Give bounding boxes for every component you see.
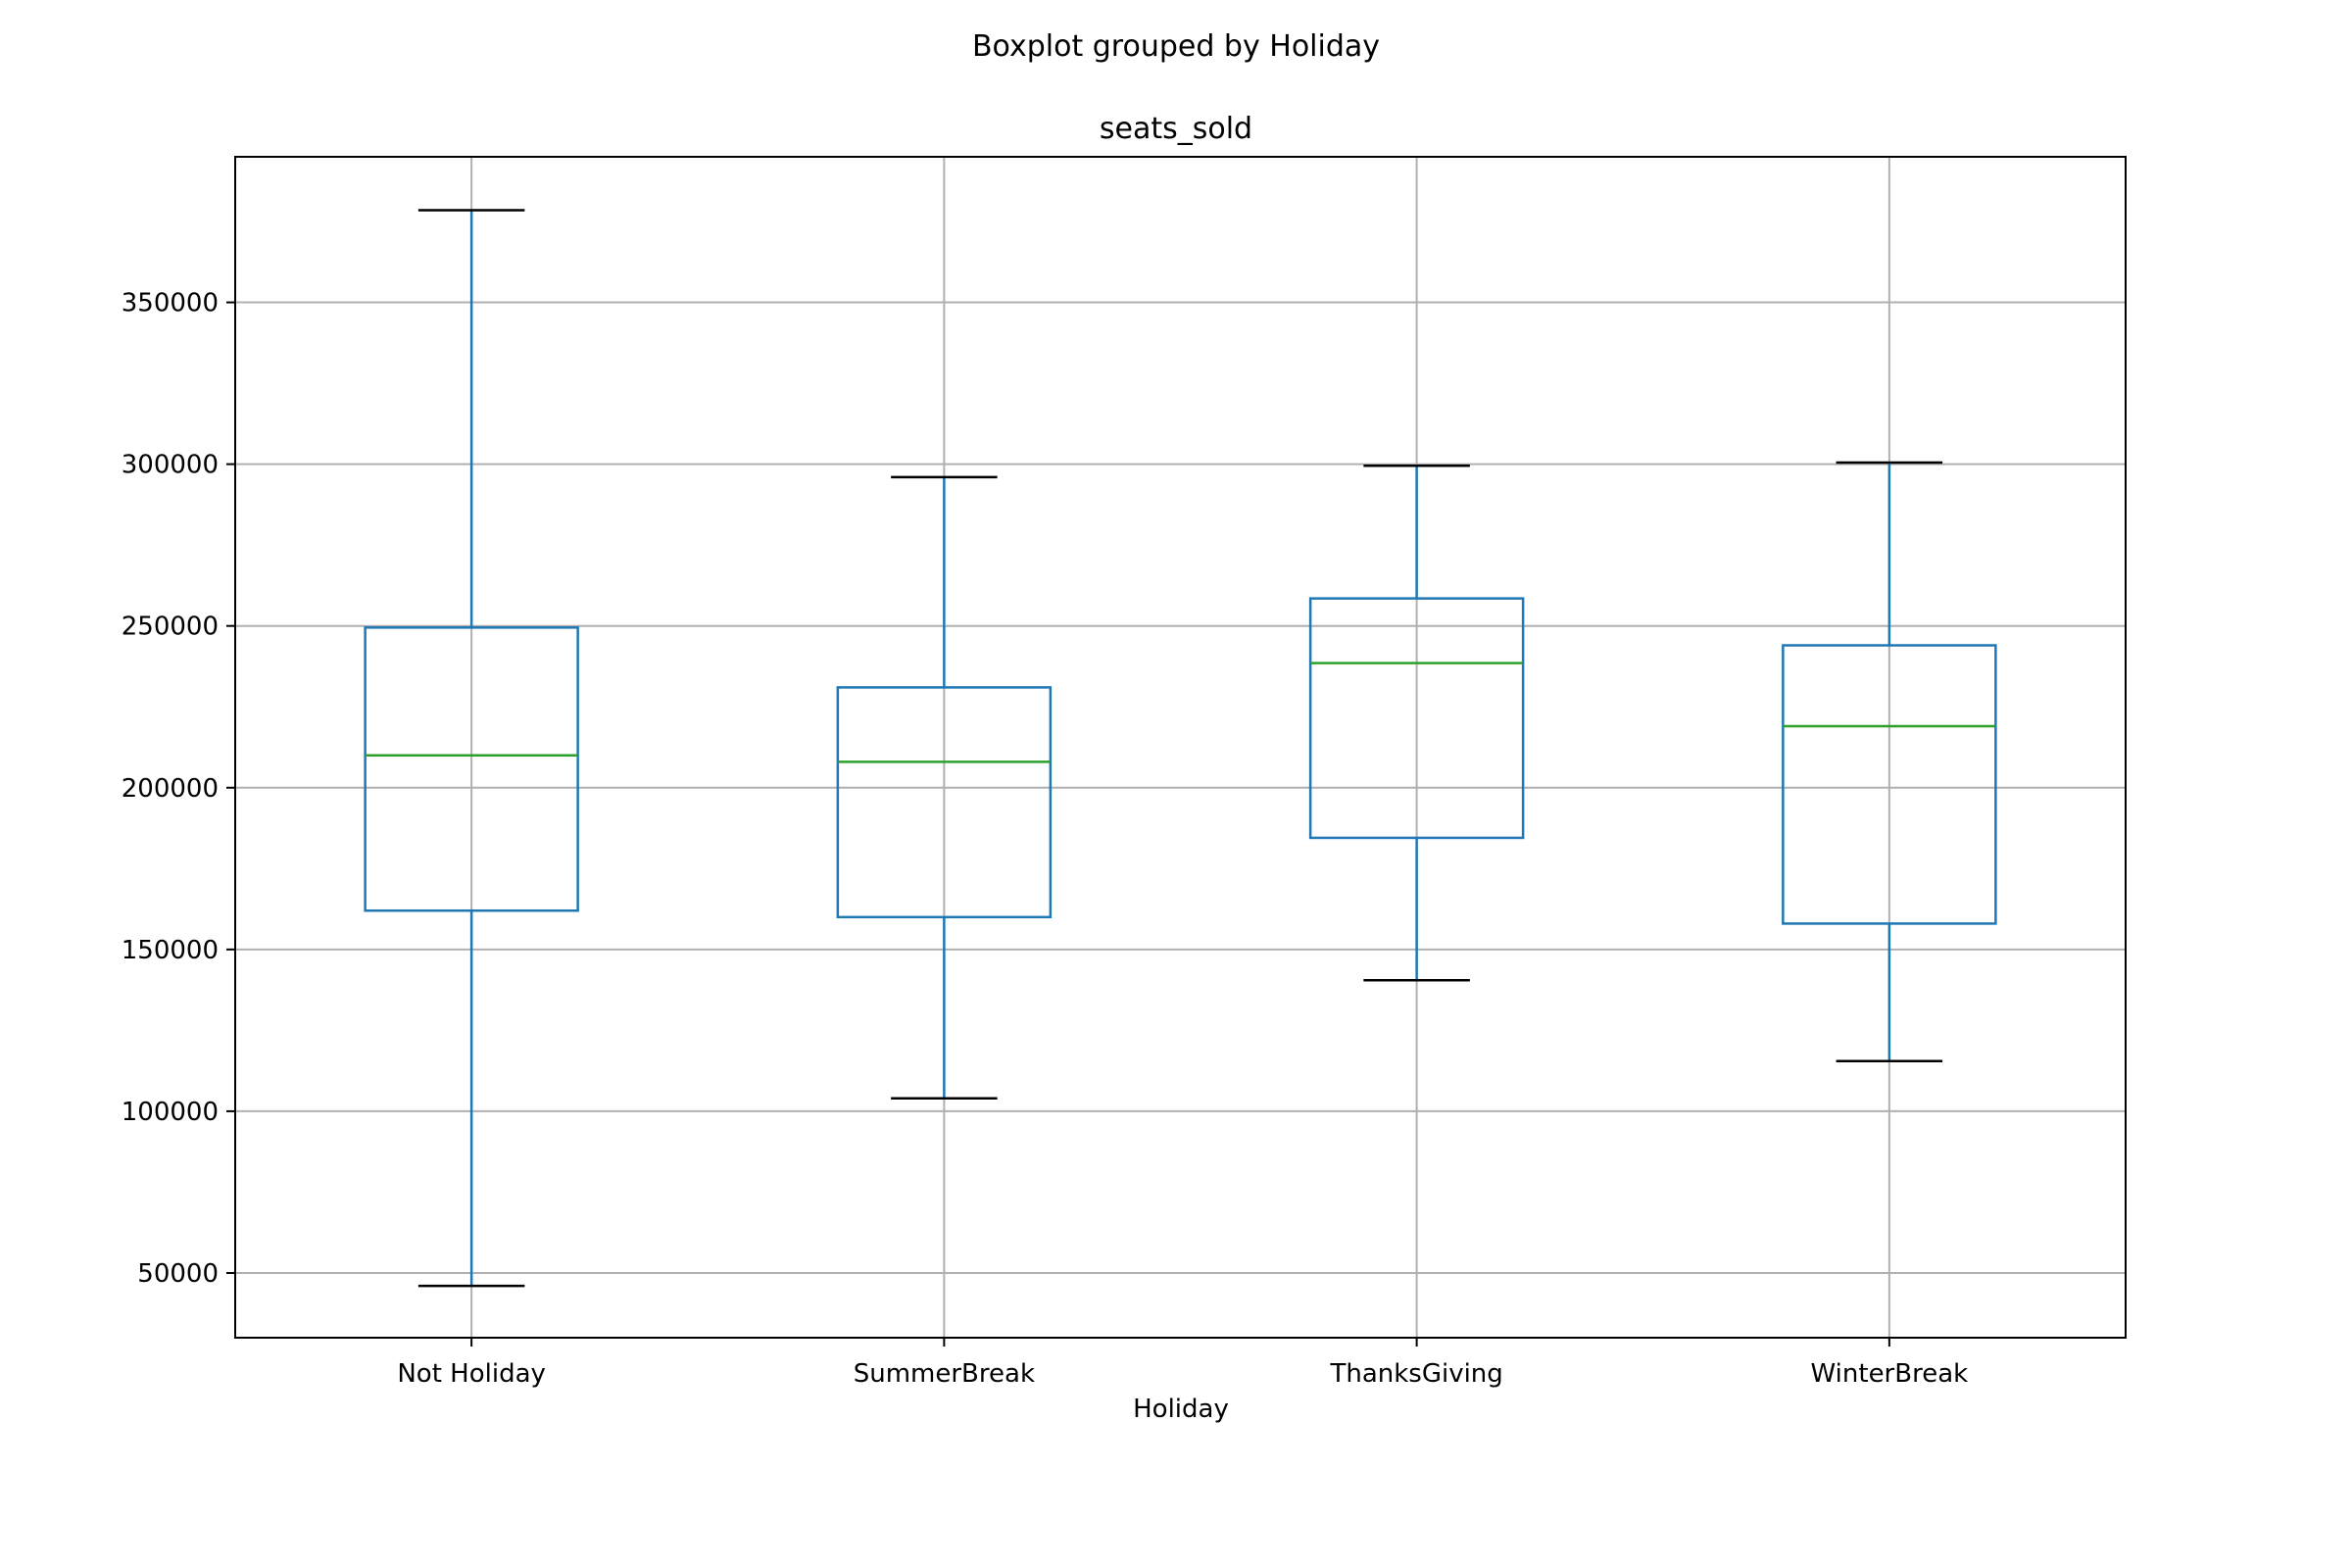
chart-title: seats_sold <box>1100 112 1252 146</box>
x-tick-label: Not Holiday <box>397 1359 546 1389</box>
x-tick-label: WinterBreak <box>1811 1359 1969 1389</box>
y-tick-label: 150000 <box>122 936 219 965</box>
box-series <box>364 209 1997 1288</box>
y-tick-label: 200000 <box>122 774 219 804</box>
x-tick-label: ThanksGiving <box>1329 1359 1502 1389</box>
box-group <box>1308 465 1525 982</box>
box-group <box>364 209 579 1288</box>
box-group <box>836 475 1053 1100</box>
y-tick-label: 100000 <box>122 1098 219 1127</box>
iqr-box <box>1782 644 1997 925</box>
y-tick-label: 300000 <box>122 451 219 480</box>
grid-lines <box>235 157 2126 1338</box>
x-tick-label: SummerBreak <box>854 1359 1035 1389</box>
iqr-box <box>364 626 579 912</box>
y-tick-label: 50000 <box>137 1259 219 1289</box>
y-tick-label: 350000 <box>122 289 219 318</box>
box-group <box>1782 461 1997 1062</box>
x-axis: Not Holiday SummerBreak ThanksGiving Winter… <box>397 1338 1968 1389</box>
plot-frame <box>234 156 2127 1339</box>
x-axis-label: Holiday <box>1133 1395 1229 1424</box>
y-tick-label: 250000 <box>122 612 219 642</box>
chart-suptitle: Boxplot grouped by Holiday <box>972 29 1380 64</box>
y-axis: 50000 100000 150000 200000 250000 300000 35000… <box>122 289 235 1289</box>
iqr-box <box>836 686 1053 919</box>
iqr-box <box>1308 597 1525 840</box>
